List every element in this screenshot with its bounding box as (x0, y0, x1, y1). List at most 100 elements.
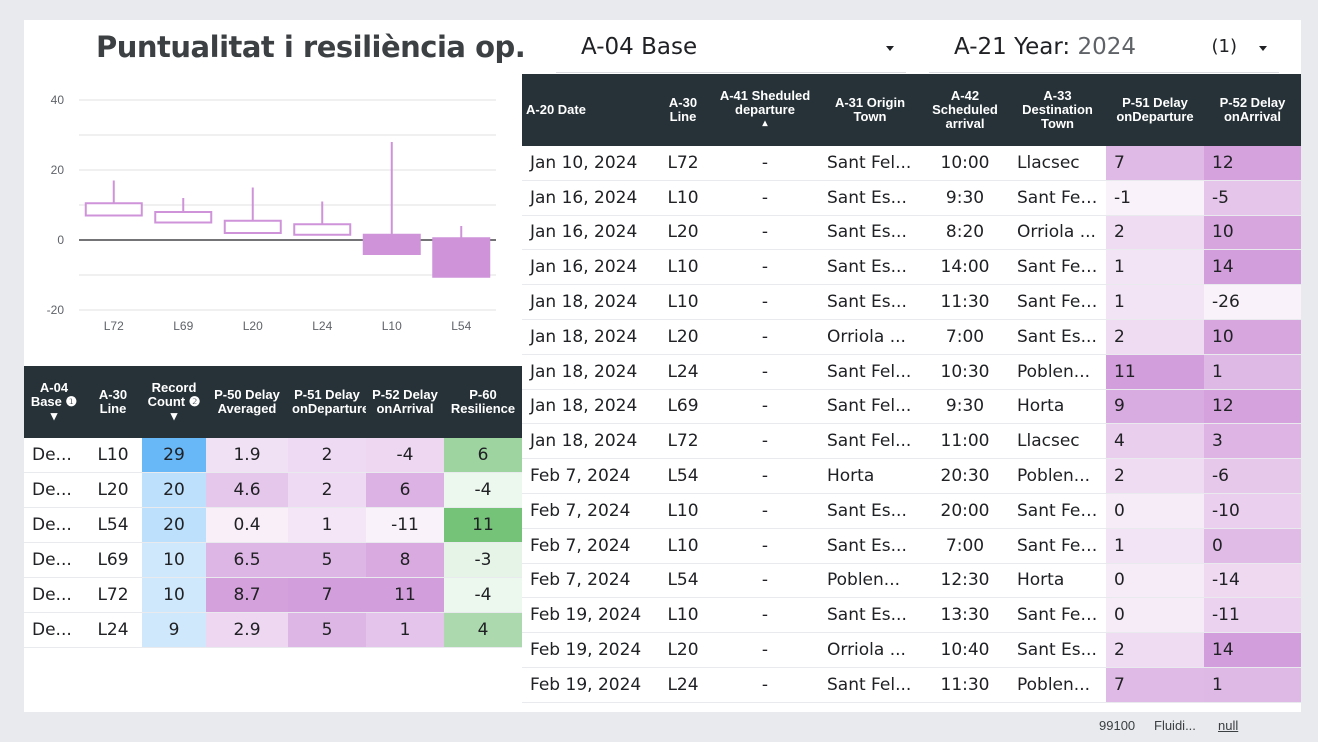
sort-ascending-icon[interactable]: ▴ (762, 118, 768, 129)
summary-header-0[interactable]: A-04 Base ❶ ▾ (24, 366, 84, 438)
table-row[interactable]: Jan 16, 2024 L10- Sant Es... 9:30 Sant Fel..… (522, 180, 1301, 216)
candle-body[interactable] (84, 202, 143, 217)
origin-town-cell: Sant Es... (819, 493, 921, 529)
scheduled-arrival-cell: 20:00 (921, 493, 1009, 529)
table-row[interactable]: Jan 18, 2024 L10- Sant Es... 11:30 Sant Fel.… (522, 284, 1301, 320)
table-row[interactable]: De... L72 10 8.7 7 11 -4 (24, 577, 522, 613)
destination-town-cell: Sant Fel... (1009, 493, 1106, 529)
candle-body[interactable] (293, 223, 352, 236)
table-row[interactable]: Feb 7, 2024 L10- Sant Es... 7:00 Sant Fel...… (522, 528, 1301, 564)
line-cell: L69 (84, 542, 142, 578)
scheduled-arrival-cell: 10:30 (921, 354, 1009, 390)
table-row[interactable]: Jan 18, 2024 L24- Sant Fel... 10:30 Poblen..… (522, 354, 1301, 390)
table-row[interactable]: Feb 7, 2024 L54- Poblen... 12:30 Horta 0 -14 (522, 563, 1301, 599)
delay-departure-cell: 5 (288, 542, 366, 578)
trips-header-5[interactable]: A-33 Destination Town (1009, 74, 1106, 146)
year-filter-dropdown[interactable]: A-21 Year: 2024 (1) (929, 26, 1279, 73)
date-cell: Jan 18, 2024 (522, 354, 655, 390)
record-count-cell: 29 (142, 438, 206, 473)
scheduled-departure-cell: - (711, 493, 819, 529)
chevron-down-icon[interactable] (1259, 46, 1267, 51)
table-row[interactable]: Feb 19, 2024 L20- Orriola ... 10:40 Sant Es.… (522, 632, 1301, 668)
delay-averaged-cell: 0.4 (206, 507, 288, 543)
trips-header-2[interactable]: A-41 Sheduled departure ▴ (711, 74, 819, 146)
scheduled-departure-cell: - (711, 563, 819, 599)
table-row[interactable]: De... L69 10 6.5 5 8 -3 (24, 542, 522, 578)
delay-candlestick-chart: 40 20 0 -20 L72 L69 L20 L24 L10 L54 (47, 93, 496, 333)
date-cell: Jan 18, 2024 (522, 284, 655, 320)
delay-departure-cell: 2 (288, 472, 366, 508)
table-row[interactable]: Feb 7, 2024 L54- Horta 20:30 Poblen... 2 -6 (522, 458, 1301, 494)
base-cell: De... (24, 577, 84, 613)
delay-arrival-cell: 3 (1204, 423, 1301, 460)
destination-town-cell: Horta (1009, 563, 1106, 599)
record-count-cell: 10 (142, 577, 206, 613)
candle-body[interactable] (362, 233, 421, 255)
trips-header-4[interactable]: A-42 Scheduled arrival (921, 74, 1009, 146)
summary-header-6[interactable]: P-60 Resilience (444, 366, 522, 438)
base-cell: De... (24, 507, 84, 543)
table-row[interactable]: De... L10 29 1.9 2 -4 6 (24, 438, 522, 473)
delay-departure-cell: 7 (1106, 146, 1204, 181)
origin-town-cell: Sant Es... (819, 597, 921, 634)
y-tick-label: -20 (47, 303, 65, 317)
table-row[interactable]: De... L54 20 0.4 1 -11 11 (24, 507, 522, 543)
table-row[interactable]: De... L20 20 4.6 2 6 -4 (24, 472, 522, 508)
table-row[interactable]: Jan 18, 2024 L69- Sant Fel... 9:30 Horta 9 12 (522, 389, 1301, 425)
table-row[interactable]: Jan 10, 2024 L72- Sant Fel... 10:00 Llacsec 7… (522, 146, 1301, 181)
date-cell: Jan 18, 2024 (522, 319, 655, 355)
table-row[interactable]: Jan 18, 2024 L20- Orriola ... 7:00 Sant Es..… (522, 319, 1301, 355)
delay-departure-cell: 2 (1106, 458, 1204, 494)
origin-town-cell: Sant Es... (819, 284, 921, 320)
delay-arrival-cell: -6 (1204, 458, 1301, 494)
report-page: Puntualitat i resiliència op. A-04 Base … (24, 20, 1301, 712)
delay-arrival-cell: 14 (1204, 632, 1301, 668)
trips-header-7[interactable]: P-52 Delay onArrival (1204, 74, 1301, 146)
base-filter-dropdown[interactable]: A-04 Base (556, 26, 906, 73)
trips-header-1[interactable]: A-30 Line (655, 74, 711, 146)
scheduled-arrival-cell: 10:00 (921, 146, 1009, 181)
trips-header-3[interactable]: A-31 Origin Town (819, 74, 921, 146)
table-row[interactable]: Feb 19, 2024 L24- Sant Fel... 11:30 Poblen..… (522, 667, 1301, 703)
x-tick-label: L54 (451, 319, 471, 333)
table-row[interactable]: Jan 18, 2024 L72- Sant Fel... 11:00 Llacsec 4… (522, 423, 1301, 460)
footer-null-link[interactable]: null (1218, 718, 1239, 733)
page-title: Puntualitat i resiliència op. (96, 30, 526, 64)
summary-header-1[interactable]: A-30 Line (84, 366, 142, 438)
x-tick-label: L10 (382, 319, 402, 333)
trips-header-0[interactable]: A-20 Date (522, 74, 655, 146)
date-cell: Jan 16, 2024 (522, 249, 655, 286)
table-row[interactable]: De... L24 9 2.9 5 1 4 (24, 612, 522, 648)
chevron-down-icon[interactable] (886, 46, 894, 51)
summary-header-4[interactable]: P-51 Delay onDeparture (288, 366, 366, 438)
table-row[interactable]: Jan 16, 2024 L10- Sant Es... 14:00 Sant Fel.… (522, 249, 1301, 286)
date-cell: Feb 19, 2024 (522, 597, 655, 634)
trips-header-6[interactable]: P-51 Delay onDeparture (1106, 74, 1204, 146)
origin-town-cell: Orriola ... (819, 632, 921, 668)
delay-departure-cell: 1 (1106, 284, 1204, 320)
line-cell: L72 (655, 423, 711, 460)
scheduled-departure-cell: - (711, 458, 819, 494)
table-row[interactable]: Feb 19, 2024 L10- Sant Es... 13:30 Sant Fel.… (522, 597, 1301, 634)
destination-town-cell: Sant Fel... (1009, 528, 1106, 564)
base-cell: De... (24, 472, 84, 508)
origin-town-cell: Sant Es... (819, 215, 921, 251)
candle-body[interactable] (223, 219, 282, 234)
destination-town-cell: Orriola ... (1009, 215, 1106, 251)
scheduled-arrival-cell: 11:30 (921, 284, 1009, 320)
scheduled-arrival-cell: 11:00 (921, 423, 1009, 460)
scheduled-departure-cell: - (711, 215, 819, 251)
delay-arrival-cell: -10 (1204, 493, 1301, 529)
table-row[interactable]: Feb 7, 2024 L10- Sant Es... 20:00 Sant Fel..… (522, 493, 1301, 529)
candle-body[interactable] (432, 237, 491, 278)
candle-body[interactable] (154, 211, 213, 224)
table-row[interactable]: Jan 16, 2024 L20- Sant Es... 8:20 Orriola ..… (522, 215, 1301, 251)
origin-town-cell: Poblen... (819, 563, 921, 599)
summary-header-5[interactable]: P-52 Delay onArrival (366, 366, 444, 438)
delay-arrival-cell: 10 (1204, 215, 1301, 251)
summary-header-2[interactable]: Record Count ❷ ▾ (142, 366, 206, 438)
delay-arrival-cell: 6 (366, 472, 444, 508)
scheduled-arrival-cell: 7:00 (921, 528, 1009, 564)
record-count-cell: 9 (142, 612, 206, 648)
summary-header-3[interactable]: P-50 Delay Averaged (206, 366, 288, 438)
